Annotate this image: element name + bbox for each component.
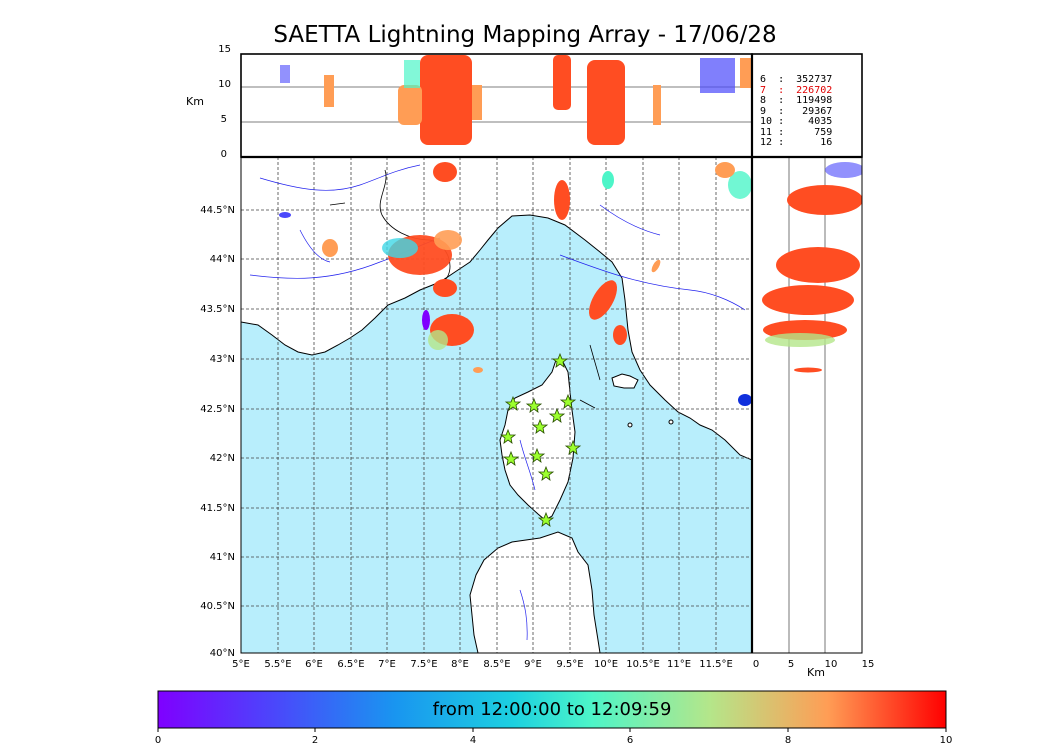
lon-label: 10°E [594, 659, 618, 670]
lat-label: 42.5°N [200, 404, 235, 415]
side-tick: 5 [788, 659, 794, 670]
stat-row: 9 : 29367 [760, 105, 833, 117]
mainland-landmass [241, 157, 752, 461]
lon-label: 11°E [667, 659, 691, 670]
stat-row: 11 : 759 [760, 126, 833, 138]
lat-label: 42°N [210, 453, 235, 464]
lightning-sources-longitude-altitude [280, 55, 752, 145]
lon-label: 8.5°E [483, 659, 510, 670]
colorbar-time-range: from 12:00:00 to 12:09:59 [432, 699, 672, 720]
lat-label: 41.5°N [200, 503, 235, 514]
station-marker [504, 395, 522, 411]
station-marker [531, 418, 549, 434]
lat-label: 43°N [210, 354, 235, 365]
colorbar-tick: 0 [155, 735, 161, 746]
station-marker [528, 447, 546, 463]
altitude-tick: 5 [221, 114, 227, 125]
lon-label: 6°E [305, 659, 323, 670]
lon-label: 9°E [524, 659, 542, 670]
map-panel [241, 157, 752, 653]
colorbar-ticks [157, 728, 947, 732]
altitude-tick: 15 [218, 44, 231, 55]
lat-label: 40°N [210, 648, 235, 659]
lma-stations [499, 352, 582, 527]
sardinia-island [469, 531, 601, 653]
lat-label: 40.5°N [200, 601, 235, 612]
altitude-panel [241, 55, 752, 145]
lightning-sources-map [279, 162, 752, 406]
station-count-table: 6 : 352737 7 : 226702 8 : 119498 9 : 293… [760, 74, 860, 149]
side-tick: 0 [753, 659, 759, 670]
side-axis-label: Km [807, 666, 825, 679]
colorbar-tick: 4 [470, 735, 476, 746]
side-tick: 10 [825, 659, 838, 670]
stat-row: 7 : 226702 [760, 84, 833, 96]
colorbar-tick: 2 [312, 735, 318, 746]
station-marker [537, 511, 555, 527]
lon-label: 8°E [451, 659, 469, 670]
stat-row: 6 : 352737 [760, 74, 833, 85]
altitude-tick: 0 [221, 149, 227, 160]
station-marker [564, 439, 582, 455]
stat-row: 12 : 16 [760, 137, 833, 148]
altitude-frame [240, 53, 753, 158]
lon-label: 6.5°E [337, 659, 364, 670]
side-panel [762, 157, 862, 653]
station-marker [525, 397, 543, 413]
lon-label: 5.5°E [264, 659, 291, 670]
lon-label: 7°E [378, 659, 396, 670]
lon-label: 7.5°E [410, 659, 437, 670]
colorbar-tick: 8 [785, 735, 791, 746]
station-marker [559, 393, 577, 409]
station-marker [499, 428, 517, 444]
side-frame [751, 156, 863, 654]
stat-row: 10 : 4035 [760, 116, 833, 127]
figure-title: SAETTA Lightning Mapping Array - 17/06/2… [273, 22, 777, 48]
station-marker [502, 450, 520, 466]
stat-row: 8 : 119498 [760, 95, 833, 106]
corsica-island [499, 357, 576, 521]
small-island [668, 419, 674, 425]
lon-label: 11.5°E [699, 659, 733, 670]
lightning-sources-altitude-latitude [762, 162, 862, 373]
side-tick: 15 [862, 659, 875, 670]
lon-label: 9.5°E [556, 659, 583, 670]
lat-label: 44.5°N [200, 205, 235, 216]
lat-label: 41°N [210, 552, 235, 563]
elba-island [611, 373, 639, 389]
small-island [627, 422, 633, 428]
lat-label: 44°N [210, 254, 235, 265]
colorbar-tick: 10 [940, 735, 953, 746]
altitude-axis-label: Km [186, 95, 204, 108]
station-marker [551, 352, 569, 368]
stats-frame [751, 53, 863, 158]
colorbar [157, 690, 947, 729]
station-marker [548, 407, 566, 423]
lon-label: 5°E [232, 659, 250, 670]
altitude-tick: 10 [218, 79, 231, 90]
station-marker [537, 465, 555, 481]
lon-label: 10.5°E [626, 659, 660, 670]
lat-label: 43.5°N [200, 304, 235, 315]
map-grid [241, 157, 752, 653]
colorbar-tick: 6 [627, 735, 633, 746]
